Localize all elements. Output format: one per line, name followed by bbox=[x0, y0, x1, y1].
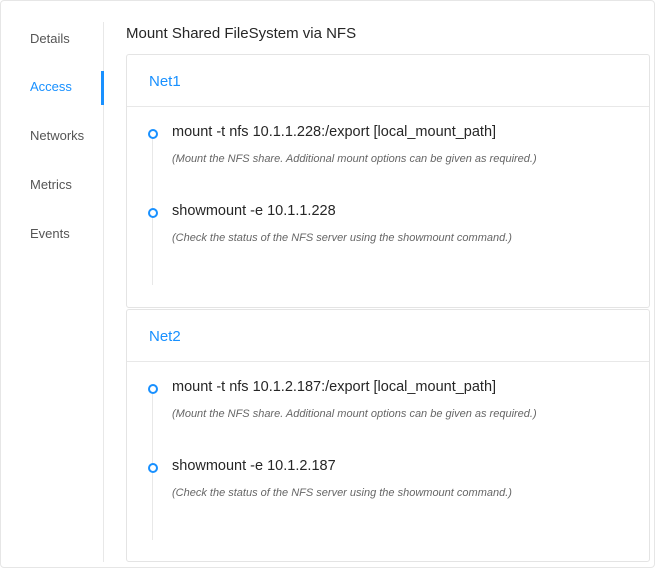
sidebar-item-networks[interactable]: Networks bbox=[30, 128, 85, 143]
command-description: (Mount the NFS share. Additional mount o… bbox=[172, 153, 537, 165]
command-text: mount -t nfs 10.1.1.228:/export [local_m… bbox=[172, 124, 497, 140]
timeline-dot-icon bbox=[148, 129, 158, 139]
card-title: Net1 bbox=[127, 55, 649, 107]
command-text: mount -t nfs 10.1.2.187:/export [local_m… bbox=[172, 379, 497, 395]
command-description: (Mount the NFS share. Additional mount o… bbox=[172, 408, 537, 420]
timeline-dot-icon bbox=[148, 384, 158, 394]
timeline-dot-icon bbox=[148, 208, 158, 218]
sidebar-nav bbox=[0, 22, 104, 562]
card-title: Net2 bbox=[127, 310, 649, 362]
command-description: (Check the status of the NFS server usin… bbox=[172, 487, 512, 499]
sidebar-item-access[interactable]: Access bbox=[30, 79, 72, 94]
timeline-dot-icon bbox=[148, 463, 158, 473]
network-card-net1: Net1 mount -t nfs 10.1.1.228:/export [lo… bbox=[126, 54, 650, 308]
sidebar-item-details[interactable]: Details bbox=[30, 31, 70, 46]
command-text: showmount -e 10.1.2.187 bbox=[172, 458, 336, 474]
active-indicator bbox=[101, 71, 104, 105]
page-title: Mount Shared FileSystem via NFS bbox=[126, 25, 357, 42]
sidebar-item-events[interactable]: Events bbox=[30, 226, 70, 241]
network-card-net2: Net2 mount -t nfs 10.1.2.187:/export [lo… bbox=[126, 309, 650, 562]
sidebar-item-metrics[interactable]: Metrics bbox=[30, 177, 72, 192]
command-description: (Check the status of the NFS server usin… bbox=[172, 232, 512, 244]
command-text: showmount -e 10.1.1.228 bbox=[172, 203, 336, 219]
